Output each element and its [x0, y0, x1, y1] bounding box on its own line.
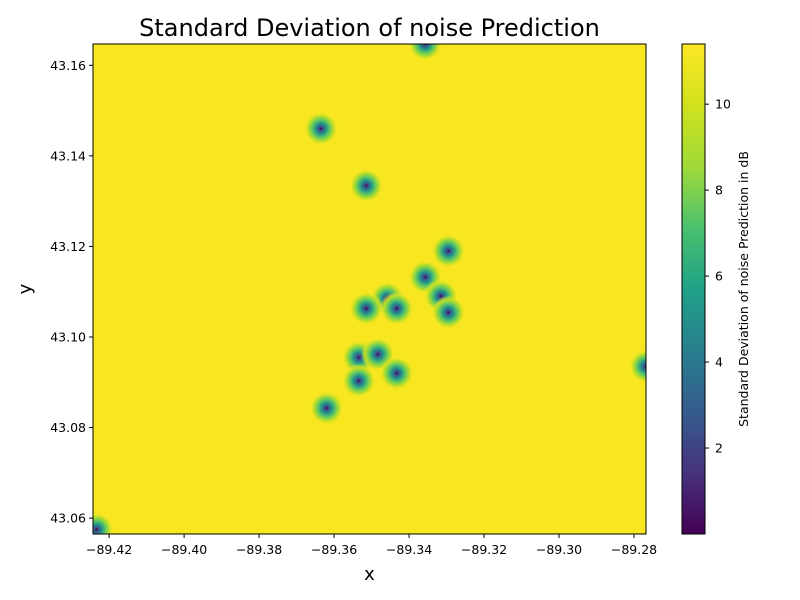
y-tick-label: 43.10: [50, 330, 86, 345]
data-point-13: [341, 363, 376, 398]
data-point-16: [93, 512, 114, 534]
colorbar: 2 4 6 8 10 Standard Deviation of noise Predi…: [681, 43, 751, 535]
x-tick-label: −89.34: [386, 542, 432, 557]
x-tick-label: −89.38: [236, 542, 282, 557]
data-point-3: [431, 234, 466, 268]
chart-title: Standard Deviation of noise Prediction: [139, 14, 600, 42]
x-axis-ticks: −89.42 −89.40 −89.38 −89.36 −89.34 −89.32 −89.…: [86, 534, 657, 557]
data-point-0: [408, 44, 443, 61]
data-point-8: [379, 291, 414, 326]
y-tick-label: 43.16: [50, 58, 86, 73]
x-tick-label: −89.42: [86, 542, 132, 557]
heatmap-background: [93, 44, 646, 534]
colorbar-tick-label: 10: [715, 97, 731, 112]
colorbar-label: Standard Deviation of noise Prediction i…: [736, 151, 751, 427]
y-axis-label: y: [15, 283, 36, 294]
y-axis-ticks: 43.06 43.08 43.10 43.12 43.14 43.16: [50, 58, 93, 526]
data-point-14: [309, 391, 344, 426]
data-point-7: [349, 291, 384, 326]
colorbar-tick-label: 8: [715, 183, 723, 198]
data-point-2: [349, 168, 384, 203]
y-tick-label: 43.12: [50, 239, 86, 254]
y-tick-label: 43.08: [50, 420, 86, 435]
colorbar-tick-label: 6: [715, 269, 723, 284]
x-tick-label: −89.30: [536, 542, 582, 557]
y-tick-label: 43.06: [50, 511, 86, 526]
colorbar-ticks: 2 4 6 8 10: [705, 97, 731, 456]
data-point-15: [629, 349, 646, 384]
y-tick-label: 43.14: [50, 148, 86, 163]
colorbar-tick-label: 4: [715, 355, 723, 370]
plot-area: [92, 43, 647, 535]
x-tick-label: −89.32: [461, 542, 507, 557]
low-deviation-spots: [93, 44, 646, 534]
x-tick-label: −89.40: [161, 542, 207, 557]
x-tick-label: −89.28: [611, 542, 657, 557]
plot-frame: [92, 43, 647, 535]
x-tick-label: −89.36: [311, 542, 357, 557]
colorbar-gradient: [681, 43, 706, 535]
data-point-1: [303, 111, 338, 146]
data-point-12: [379, 356, 414, 391]
data-point-9: [431, 295, 466, 330]
colorbar-tick-label: 2: [715, 441, 723, 456]
x-axis-label: x: [364, 564, 375, 585]
